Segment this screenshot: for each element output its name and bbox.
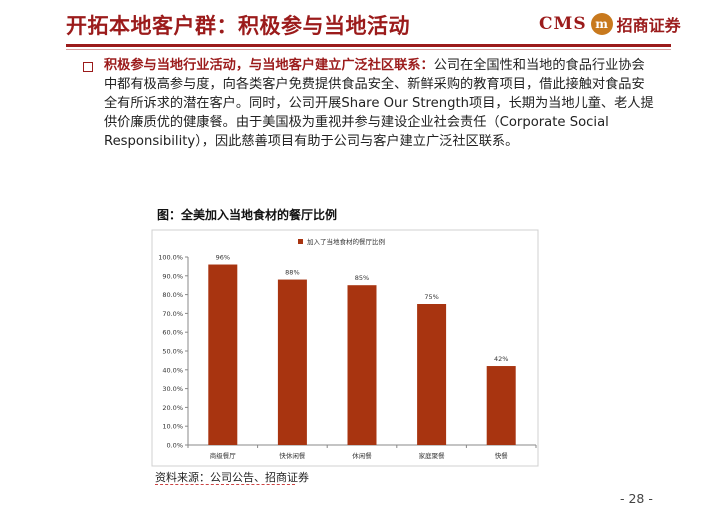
x-tick-label: 商级餐厅	[210, 451, 237, 460]
data-label: 96%	[216, 254, 230, 262]
brand-logo: CMS m 招商证券	[539, 11, 681, 37]
y-tick-label: 70.0%	[162, 310, 183, 318]
y-tick-label: 100.0%	[158, 254, 183, 262]
figure-title: 图：全美加入当地食材的餐厅比例	[157, 208, 338, 222]
y-tick-label: 0.0%	[166, 442, 183, 450]
source-note: 资料来源：公司公告、招商证券	[155, 471, 309, 484]
legend-swatch	[298, 239, 303, 244]
bar	[417, 304, 447, 445]
bar	[347, 285, 377, 445]
y-tick-label: 50.0%	[162, 348, 183, 356]
header-divider-thin	[66, 49, 671, 50]
logo-cms-text: CMS	[539, 14, 587, 34]
bar	[208, 264, 238, 445]
page-number: - 28 -	[620, 491, 653, 506]
data-label: 88%	[285, 269, 299, 277]
logo-cn-text: 招商证券	[616, 16, 681, 35]
bar	[277, 279, 307, 445]
paragraph-text: 公司在全国性和当地的食品行业协会中都有极高参与度，向各类客户免费提供食品安全、新…	[104, 58, 654, 149]
y-tick-label: 20.0%	[162, 404, 183, 412]
data-label: 42%	[494, 355, 508, 363]
page-title: 开拓本地客户群：积极参与当地活动	[66, 14, 410, 38]
y-tick-label: 60.0%	[162, 329, 183, 337]
x-tick-label: 休闲餐	[352, 451, 372, 460]
y-tick-label: 80.0%	[162, 291, 183, 299]
header-divider	[66, 44, 671, 47]
logo-seal-icon: m	[590, 13, 613, 35]
paragraph-lead: 积极参与当地行业活动，与当地客户建立广泛社区联系：	[104, 58, 434, 73]
y-tick-label: 30.0%	[162, 385, 183, 393]
legend-label: 加入了当地食材的餐厅比例	[307, 237, 385, 246]
bar	[486, 366, 516, 445]
bar-chart: 0.0% 10.0% 20.0% 30.0% 40.0% 50.0% 60.0% 70.0% 8…	[151, 229, 539, 467]
y-tick-label: 90.0%	[162, 272, 183, 280]
bullet-square-icon	[83, 62, 93, 72]
source-underline	[155, 484, 295, 485]
x-tick-label: 快餐	[495, 451, 509, 460]
data-label: 85%	[355, 274, 369, 282]
x-tick-label: 快休闲餐	[279, 451, 306, 460]
data-label: 75%	[424, 293, 438, 301]
x-tick-label: 家庭聚餐	[419, 451, 446, 460]
y-tick-label: 40.0%	[162, 366, 183, 374]
body-paragraph: 积极参与当地行业活动，与当地客户建立广泛社区联系：公司在全国性和当地的食品行业协…	[104, 56, 654, 151]
y-tick-label: 10.0%	[162, 423, 183, 431]
